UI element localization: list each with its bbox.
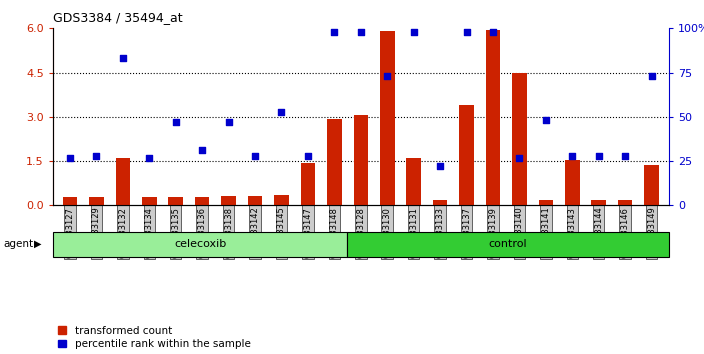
Point	[64, 155, 75, 160]
Bar	[89, 197, 103, 205]
Bar	[353, 115, 368, 205]
Bar	[618, 200, 632, 205]
Bar	[406, 158, 421, 205]
Bar	[565, 160, 579, 205]
Point	[461, 29, 472, 35]
Bar	[168, 197, 183, 205]
Bar	[539, 200, 553, 205]
Bar	[380, 31, 394, 205]
Text: control: control	[489, 239, 527, 249]
Bar	[347, 232, 669, 257]
Bar	[275, 195, 289, 205]
Legend: transformed count, percentile rank within the sample: transformed count, percentile rank withi…	[58, 326, 251, 349]
Point	[514, 155, 525, 160]
Point	[620, 153, 631, 159]
Point	[118, 56, 129, 61]
Bar	[63, 197, 77, 205]
Point	[593, 153, 604, 159]
Point	[408, 29, 420, 35]
Bar	[591, 200, 606, 205]
Bar	[221, 196, 236, 205]
Bar	[53, 232, 347, 257]
Bar	[512, 73, 527, 205]
Point	[487, 29, 498, 35]
Text: GDS3384 / 35494_at: GDS3384 / 35494_at	[53, 11, 182, 24]
Point	[356, 29, 367, 35]
Bar	[486, 30, 501, 205]
Bar	[115, 158, 130, 205]
Point	[223, 119, 234, 125]
Point	[170, 119, 182, 125]
Point	[567, 153, 578, 159]
Bar	[142, 197, 156, 205]
Point	[329, 29, 340, 35]
Point	[249, 153, 260, 159]
Bar	[301, 162, 315, 205]
Text: celecoxib: celecoxib	[174, 239, 226, 249]
Point	[382, 73, 393, 79]
Text: agent: agent	[4, 239, 34, 249]
Point	[196, 148, 208, 153]
Bar	[459, 105, 474, 205]
Bar	[433, 200, 447, 205]
Bar	[327, 119, 341, 205]
Point	[302, 153, 313, 159]
Bar	[195, 197, 210, 205]
Point	[91, 153, 102, 159]
Text: ▶: ▶	[34, 239, 42, 249]
Bar	[644, 165, 659, 205]
Point	[540, 118, 551, 123]
Point	[646, 73, 658, 79]
Bar	[248, 196, 263, 205]
Point	[434, 164, 446, 169]
Point	[144, 155, 155, 160]
Point	[276, 109, 287, 114]
